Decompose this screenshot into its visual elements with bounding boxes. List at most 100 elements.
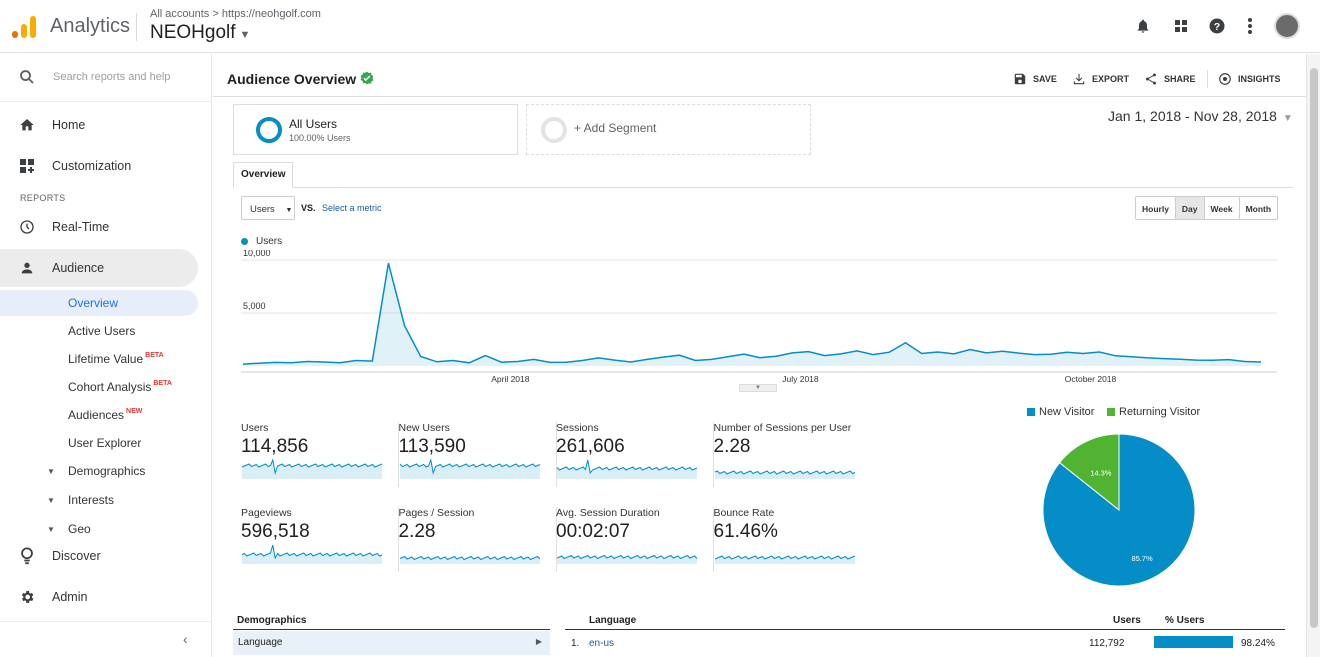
collapse-sidebar-icon[interactable]: ‹ xyxy=(183,631,188,647)
select-metric-link[interactable]: Select a metric xyxy=(322,203,382,213)
lightbulb-icon xyxy=(16,545,38,567)
notifications-bell-icon[interactable] xyxy=(1133,16,1153,36)
sidebar-subitem-lifetime-value[interactable]: Lifetime Value BETA xyxy=(0,346,198,372)
granularity-hourly-button[interactable]: Hourly xyxy=(1136,197,1176,219)
granularity-toggle: Hourly Day Week Month xyxy=(1135,196,1279,220)
breadcrumb[interactable]: All accounts > https://neohgolf.com xyxy=(150,8,321,20)
users-line-chart: 10,000 5,000 April 2018 July 2018 October 20… xyxy=(241,250,1277,384)
sidebar-subitem-user-explorer[interactable]: User Explorer xyxy=(0,430,198,456)
sidebar-subitem-label: Cohort Analysis xyxy=(68,380,152,394)
row-rank: 1. xyxy=(571,638,580,649)
segment-ring-icon xyxy=(256,117,282,143)
sidebar-item-discover[interactable]: Discover xyxy=(0,537,198,575)
share-label: SHARE xyxy=(1164,74,1196,84)
sidebar-subitem-cohort-analysis[interactable]: Cohort Analysis BETA xyxy=(0,374,198,400)
sidebar-subitem-label: Active Users xyxy=(68,324,136,338)
search-bar[interactable]: Search reports and help xyxy=(0,54,212,102)
metric-card[interactable]: Pageviews 596,518 xyxy=(241,507,399,572)
metric-value: 00:02:07 xyxy=(556,521,630,542)
help-icon[interactable]: ? xyxy=(1207,16,1227,36)
metric-card[interactable]: Users 114,856 xyxy=(241,422,399,487)
pct-users-value: 98.24% xyxy=(1241,638,1275,649)
add-segment-button[interactable]: + Add Segment xyxy=(526,104,811,155)
metric-label: Sessions xyxy=(556,422,599,434)
sidebar-item-admin[interactable]: Admin xyxy=(0,578,198,616)
metric-card[interactable]: Sessions 261,606 xyxy=(556,422,714,487)
sparkline-line xyxy=(556,459,698,475)
sidebar-subitem-interests[interactable]: ▼ Interests xyxy=(0,487,198,513)
property-name: NEOHgolf xyxy=(150,22,236,43)
sidebar-item-customization[interactable]: Customization xyxy=(0,147,198,185)
segment-all-users[interactable]: All Users 100.00% Users xyxy=(233,104,518,155)
metric-label: Pages / Session xyxy=(398,507,475,519)
sidebar-subitem-audiences[interactable]: Audiences NEW xyxy=(0,402,198,428)
sidebar-subitem-overview[interactable]: Overview xyxy=(0,290,198,316)
date-range-picker[interactable]: Jan 1, 2018 - Nov 28, 2018 ▼ xyxy=(1108,108,1293,124)
language-link[interactable]: en-us xyxy=(589,638,615,649)
metric-label: New Users xyxy=(398,422,450,434)
users-area xyxy=(243,263,1261,366)
sidebar-subitem-geo[interactable]: ▼ Geo xyxy=(0,516,198,536)
legend-label: New Visitor xyxy=(1039,406,1095,418)
metric-value: 596,518 xyxy=(241,521,310,542)
metric-card[interactable]: New Users 113,590 xyxy=(399,422,557,487)
account-avatar[interactable] xyxy=(1274,13,1300,39)
search-input[interactable]: Search reports and help xyxy=(53,71,171,83)
sparkline-area xyxy=(242,460,382,479)
sidebar-item-home[interactable]: Home xyxy=(0,106,198,144)
chart-resize-handle[interactable]: ▼ xyxy=(739,384,777,392)
app-name[interactable]: Analytics xyxy=(50,15,131,37)
metric-value: 61.46% xyxy=(713,521,778,542)
metric-sparkline xyxy=(241,458,383,479)
users-legend-label: Users xyxy=(256,236,283,247)
apps-grid-icon[interactable] xyxy=(1171,16,1191,36)
download-icon xyxy=(1073,73,1085,85)
insights-button[interactable]: INSIGHTS xyxy=(1218,72,1281,86)
verified-check-icon xyxy=(360,71,374,85)
sparkline-line xyxy=(241,458,383,475)
sidebar-subitem-active-users[interactable]: Active Users xyxy=(0,318,198,344)
sparkline-area xyxy=(714,471,855,479)
legend-label: Returning Visitor xyxy=(1119,406,1201,418)
metric-dropdown-value: Users xyxy=(250,204,275,215)
top-bar: Analytics All accounts > https://neohgol… xyxy=(0,0,1320,53)
property-selector[interactable]: NEOHgolf ▼ xyxy=(150,22,250,44)
sparkline-line xyxy=(241,544,383,560)
metric-label: Number of Sessions per User xyxy=(713,422,852,434)
page-title: Audience Overview xyxy=(227,71,357,87)
more-vert-icon[interactable] xyxy=(1240,16,1260,36)
granularity-month-button[interactable]: Month xyxy=(1245,204,1272,214)
metric-card[interactable]: Avg. Session Duration 00:02:07 xyxy=(556,507,714,572)
metric-card[interactable]: Pages / Session 2.28 xyxy=(399,507,557,572)
segment-name: All Users xyxy=(289,117,338,131)
granularity-week-button[interactable]: Week xyxy=(1205,197,1240,219)
analytics-logo-icon[interactable] xyxy=(12,14,36,38)
y-tick-label: 10,000 xyxy=(243,250,271,258)
page-scrollbar[interactable] xyxy=(1306,54,1320,657)
sidebar-subitem-demographics[interactable]: ▼ Demographics xyxy=(0,458,198,484)
users-legend-marker xyxy=(241,238,248,245)
share-button[interactable]: SHARE xyxy=(1144,72,1196,86)
scrollbar-thumb[interactable] xyxy=(1310,68,1318,628)
metric-card[interactable]: Bounce Rate 61.46% xyxy=(714,507,872,572)
y-tick-label: 5,000 xyxy=(243,301,266,311)
sidebar-item-realtime[interactable]: Real-Time xyxy=(0,208,198,246)
share-icon xyxy=(1146,73,1156,85)
users-value: 112,792 xyxy=(1089,638,1125,649)
demographics-language-row[interactable]: Language ▶ xyxy=(233,631,550,655)
metric-card[interactable]: Number of Sessions per User 2.28 xyxy=(714,422,872,487)
empty-segment-ring-icon xyxy=(541,117,567,143)
sidebar-item-audience[interactable]: Audience xyxy=(0,249,198,287)
tab-overview[interactable]: Overview xyxy=(233,162,294,188)
sidebar-item-label: Discover xyxy=(52,549,101,563)
export-button[interactable]: EXPORT xyxy=(1072,72,1129,86)
save-button[interactable]: SAVE xyxy=(1013,72,1057,86)
sidebar: Search reports and help Home Customizati… xyxy=(0,54,212,657)
metric-dropdown[interactable]: Users ▼ xyxy=(241,196,295,220)
granularity-day-button[interactable]: Day xyxy=(1175,197,1205,219)
gear-icon xyxy=(16,586,38,608)
metric-label: Users xyxy=(241,422,269,434)
metric-value: 2.28 xyxy=(713,436,751,457)
sidebar-subitem-label: Overview xyxy=(68,296,119,310)
metric-sparkline xyxy=(241,544,383,564)
